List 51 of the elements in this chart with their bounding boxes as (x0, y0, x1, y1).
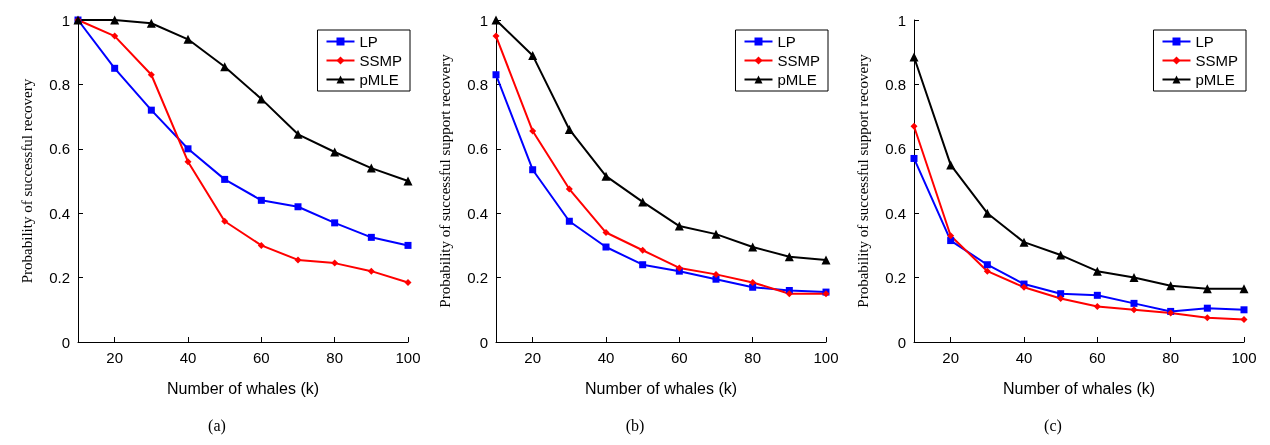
y-tick-label: 0.2 (49, 269, 70, 287)
y-axis-title: Probability of successful support recovery (436, 53, 453, 308)
text: (a) (208, 416, 226, 435)
x-tick-label: 40 (597, 349, 615, 366)
y-tick-label: 0.4 (885, 204, 906, 222)
y-tick-label: 0.4 (49, 204, 70, 222)
y-tick-label: 0 (479, 333, 488, 351)
legend-label: SSMP (1195, 52, 1239, 69)
x-tick-label: 100 (813, 349, 839, 366)
x-tick-label: 40 (179, 349, 197, 366)
y-tick-label: 0.6 (49, 140, 70, 158)
x-tick-label: 40 (1015, 349, 1033, 366)
y-axis-title: Probability of successful support recovery (854, 53, 871, 308)
x-axis-title: Number of whales (k) (584, 379, 738, 397)
y-tick-label: 0.6 (885, 140, 906, 158)
x-tick-label: 100 (395, 349, 421, 366)
y-tick-label: 0.6 (467, 140, 488, 158)
y-axis-title: Probability of successful recovery (18, 78, 35, 284)
legend-label: pMLE (777, 71, 817, 88)
y-tick-label: 1 (61, 11, 70, 29)
x-tick-label: 100 (1231, 349, 1257, 366)
legend-label: SSMP (777, 52, 821, 69)
y-tick-label: 0.2 (885, 269, 906, 287)
legend-label: LP (359, 33, 378, 50)
y-tick-label: 0.8 (49, 75, 70, 93)
x-tick-label: 20 (106, 349, 124, 366)
y-tick-label: 0.4 (467, 204, 488, 222)
text: (c) (1044, 416, 1062, 435)
y-tick-label: 0.8 (885, 75, 906, 93)
y-tick-label: 1 (479, 11, 488, 29)
y-tick-label: 0 (897, 333, 906, 351)
legend-label: LP (1195, 33, 1214, 50)
x-tick-label: 80 (326, 349, 344, 366)
x-tick-label: 20 (942, 349, 960, 366)
legend-label: pMLE (359, 71, 399, 88)
y-tick-label: 1 (897, 11, 906, 29)
y-tick-label: 0.8 (467, 75, 488, 93)
x-tick-label: 80 (744, 349, 762, 366)
x-tick-label: 60 (670, 349, 688, 366)
y-tick-label: 0.2 (467, 269, 488, 287)
legend-label: SSMP (359, 52, 403, 69)
x-axis-title: Number of whales (k) (1002, 379, 1156, 397)
x-tick-label: 20 (524, 349, 542, 366)
text: (b) (625, 416, 645, 435)
y-tick-label: 0 (61, 333, 70, 351)
x-tick-label: 60 (1088, 349, 1106, 366)
x-tick-label: 80 (1162, 349, 1180, 366)
x-axis-title: Number of whales (k) (166, 379, 320, 397)
legend-label: LP (777, 33, 796, 50)
x-tick-label: 60 (252, 349, 270, 366)
legend-label: pMLE (1195, 71, 1235, 88)
